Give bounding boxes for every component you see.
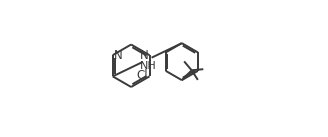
Text: N: N — [113, 49, 122, 62]
Text: Cl: Cl — [136, 69, 148, 82]
Text: NH: NH — [140, 61, 156, 71]
Text: N: N — [140, 49, 149, 62]
